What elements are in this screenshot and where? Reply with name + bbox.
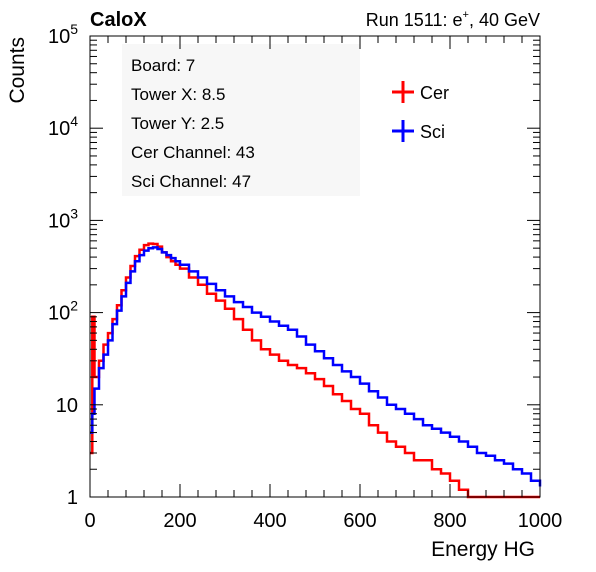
y-tick-label: 103 (48, 205, 78, 232)
x-tick-label: 400 (253, 510, 286, 532)
chart-title-left: CaloX (90, 9, 147, 31)
y-tick-label: 102 (48, 298, 78, 325)
info-line: Tower Y: 2.5 (131, 114, 224, 133)
info-line: Tower X: 8.5 (131, 85, 226, 104)
series-layer (90, 242, 542, 499)
x-tick-label: 200 (163, 510, 196, 532)
chart-title-right: Run 1511: e+, 40 GeV (366, 9, 540, 30)
y-tick-label: 104 (48, 113, 78, 140)
info-line: Sci Channel: 47 (131, 172, 251, 191)
y-tick-label: 105 (48, 21, 78, 48)
legend: Cer Sci (392, 81, 449, 142)
run-info-prefix: Run 1511: e (366, 10, 463, 30)
legend-label-sci: Sci (420, 122, 445, 142)
x-tick-label: 0 (84, 510, 95, 532)
x-tick-label: 1000 (518, 510, 563, 532)
y-tick-label: 10 (56, 395, 78, 417)
info-line: Board: 7 (131, 56, 195, 75)
series-line-cer (90, 242, 540, 499)
x-axis-label: Energy HG (431, 538, 535, 561)
x-tick-label: 800 (433, 510, 466, 532)
tick-layer: 0 200 400 600 800 1000 1 10 102 103 104 105 (48, 21, 562, 532)
legend-label-cer: Cer (420, 83, 449, 103)
y-tick-label: 1 (67, 487, 78, 509)
plot-frame (89, 35, 541, 498)
info-box (122, 44, 360, 196)
run-info-sup: + (463, 9, 469, 21)
run-info-suffix: , 40 GeV (469, 10, 540, 30)
info-line: Cer Channel: 43 (131, 143, 255, 162)
series-line-sci (90, 246, 542, 487)
x-tick-label: 600 (343, 510, 376, 532)
y-axis-label: Counts (6, 37, 29, 104)
